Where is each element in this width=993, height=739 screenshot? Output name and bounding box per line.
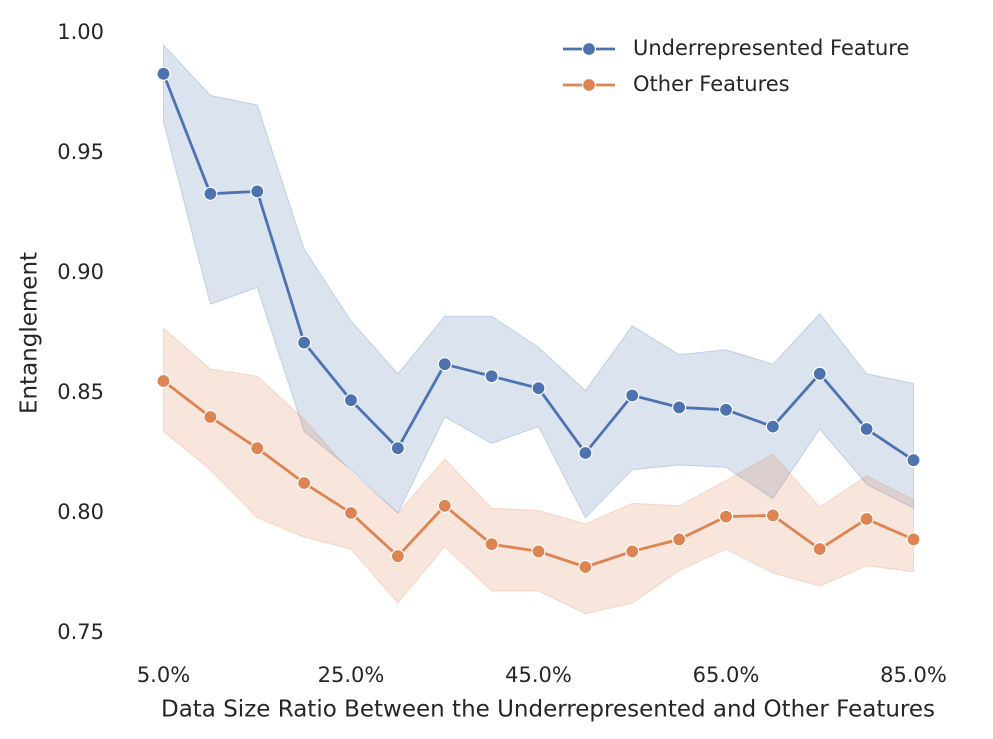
data-point <box>765 419 780 434</box>
y-tick-label: 0.95 <box>57 140 104 164</box>
data-point <box>765 508 780 523</box>
data-point <box>906 532 921 547</box>
y-tick-label: 0.75 <box>57 620 104 644</box>
data-point <box>343 505 359 521</box>
data-point <box>203 409 218 425</box>
data-point <box>437 357 452 372</box>
x-tick-label: 65.0% <box>693 663 760 687</box>
data-point <box>672 400 687 415</box>
legend-label: Underrepresented Feature <box>633 36 909 60</box>
data-point <box>812 366 827 381</box>
data-point <box>859 421 874 437</box>
data-point <box>578 559 593 575</box>
data-point <box>156 373 171 389</box>
data-point <box>484 537 499 552</box>
data-point <box>390 441 405 456</box>
legend-marker <box>581 77 597 93</box>
y-tick-label: 0.85 <box>57 380 104 404</box>
data-point <box>203 186 218 201</box>
data-point <box>859 511 874 527</box>
data-point <box>578 445 593 461</box>
y-tick-label: 0.80 <box>57 500 104 524</box>
data-point <box>437 498 452 513</box>
legend-label: Other Features <box>633 72 790 96</box>
data-point <box>250 184 265 199</box>
data-point <box>625 388 640 403</box>
x-tick-label: 25.0% <box>318 663 385 687</box>
data-point <box>156 66 171 81</box>
data-point <box>390 549 405 564</box>
data-point <box>625 544 640 559</box>
x-tick-label: 5.0% <box>137 663 190 687</box>
data-point <box>343 393 359 408</box>
x-tick-label: 85.0% <box>880 663 947 687</box>
data-point <box>250 441 265 456</box>
data-point <box>672 532 687 547</box>
data-point <box>718 402 734 417</box>
y-tick-label: 0.90 <box>57 260 104 284</box>
y-axis-label: Entanglement <box>17 252 43 414</box>
data-point <box>297 335 312 350</box>
confidence-band <box>163 327 914 615</box>
x-axis-label: Data Size Ratio Between the Underreprese… <box>161 697 935 723</box>
y-tick-label: 1.00 <box>57 20 104 44</box>
data-point <box>531 544 546 559</box>
data-point <box>718 509 734 524</box>
x-tick-label: 45.0% <box>505 663 572 687</box>
data-point <box>906 453 921 468</box>
data-point <box>484 369 499 384</box>
data-point <box>531 381 546 396</box>
data-point <box>297 475 312 491</box>
data-point <box>812 541 827 557</box>
legend-marker <box>581 41 597 57</box>
